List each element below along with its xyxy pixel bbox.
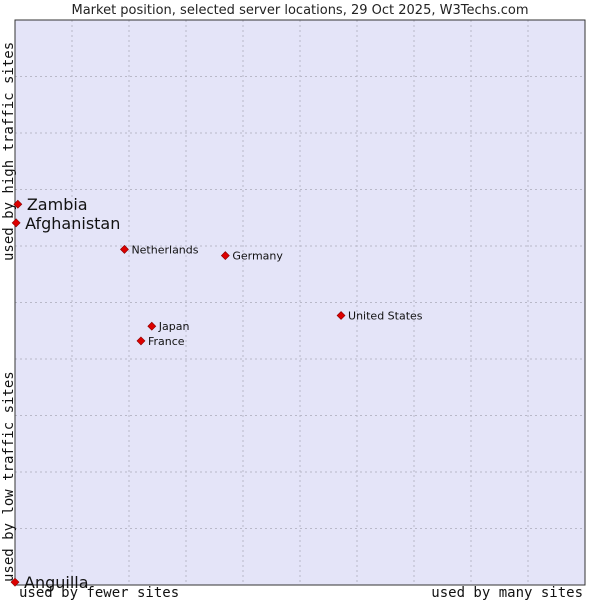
point-marker — [136, 336, 146, 346]
point-afghanistan: Afghanistan — [11, 214, 120, 233]
point-germany: Germany — [220, 250, 283, 263]
point-marker — [11, 218, 21, 228]
point-anguilla: Anguilla — [10, 573, 89, 592]
x-axis-label-high: used by many sites — [431, 585, 583, 600]
point-zambia: Zambia — [13, 195, 88, 214]
point-marker — [120, 244, 129, 254]
point-marker — [13, 199, 23, 209]
point-label: Germany — [232, 250, 283, 263]
point-label: Netherlands — [131, 243, 198, 256]
point-marker — [220, 251, 230, 261]
point-label: United States — [348, 309, 423, 322]
plot-border — [14, 19, 586, 586]
point-label: France — [148, 335, 185, 348]
point-united-states: United States — [336, 309, 423, 322]
y-axis-label-high: used by high traffic sites — [1, 42, 17, 261]
point-japan: Japan — [147, 320, 190, 333]
x-axis-label-low: used by fewer sites — [19, 585, 179, 600]
point-marker — [147, 321, 157, 331]
point-marker — [336, 311, 346, 320]
point-label: Anguilla — [24, 573, 89, 592]
point-label: Zambia — [27, 195, 88, 214]
grid-lines — [15, 20, 585, 585]
point-netherlands: Netherlands — [120, 243, 199, 256]
point-label: Japan — [158, 320, 190, 333]
point-france: France — [136, 335, 185, 348]
chart-title: Market position, selected server locatio… — [71, 3, 528, 18]
point-label: Afghanistan — [25, 214, 120, 233]
y-axis-label-low: used by low traffic sites — [1, 371, 17, 582]
point-marker — [10, 577, 20, 587]
